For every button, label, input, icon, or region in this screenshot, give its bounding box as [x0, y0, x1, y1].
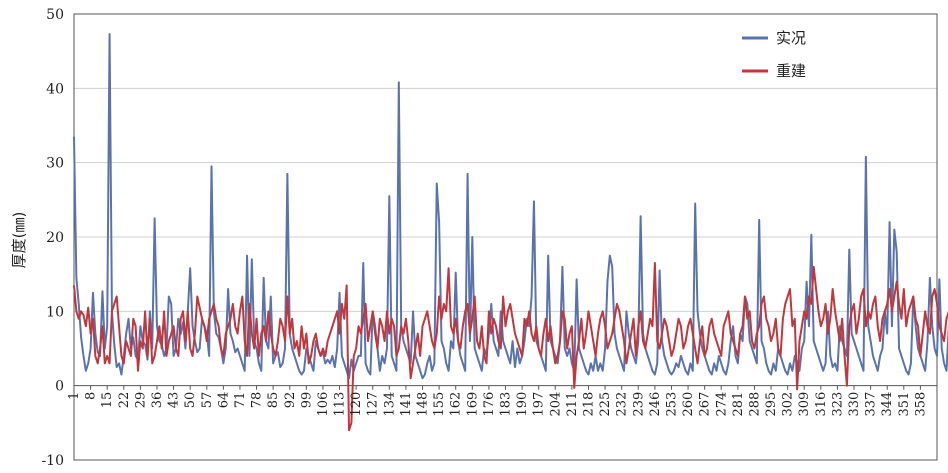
x-tick-label: 43 [167, 392, 182, 409]
y-tick-label: 40 [46, 81, 64, 97]
x-tick-label: 232 [615, 392, 630, 417]
y-tick-label: 50 [46, 7, 64, 23]
plot-frame [73, 13, 938, 461]
x-tick-label: 169 [465, 392, 480, 417]
x-tick-label: 57 [200, 392, 215, 409]
x-tick-label: 211 [565, 392, 580, 417]
legend-label: 重建 [776, 62, 806, 80]
x-tick-label: 302 [781, 392, 796, 417]
x-tick-label: 15 [100, 392, 115, 409]
series-layer [73, 33, 948, 432]
x-tick-label: 246 [648, 392, 663, 417]
x-tick-label: 36 [150, 392, 165, 409]
x-tick-label: 106 [316, 392, 331, 417]
x-tick-label: 148 [416, 392, 431, 417]
x-tick-label: 176 [482, 392, 497, 417]
x-tick-label: 71 [233, 392, 248, 409]
x-tick-label: 330 [847, 392, 862, 417]
x-tick-label: 85 [266, 392, 281, 409]
x-tick-label: 113 [333, 392, 348, 417]
x-tick-label: 8 [84, 392, 99, 400]
x-tick-label: 141 [399, 392, 414, 417]
x-tick-label: 260 [681, 392, 696, 417]
legend-label: 实况 [776, 29, 806, 47]
y-tick-label: 30 [46, 156, 64, 172]
x-tick-label: 99 [299, 392, 314, 409]
x-tick-label: 344 [880, 392, 895, 417]
x-tick-label: 218 [581, 392, 596, 417]
x-tick-label: 239 [631, 392, 646, 417]
x-tick-label: 274 [714, 392, 729, 417]
y-tick-label: -10 [41, 453, 64, 469]
x-tick-label: 127 [366, 392, 381, 417]
x-tick-label: 316 [814, 392, 829, 417]
x-tick-label: 155 [432, 392, 447, 417]
x-tick-label: 183 [499, 392, 514, 417]
x-tick-label: 337 [864, 392, 879, 417]
x-tick-label: 351 [897, 392, 912, 417]
x-tick-label: 1 [67, 392, 82, 400]
x-tick-label: 323 [830, 392, 845, 417]
x-tick-label: 190 [515, 392, 530, 417]
x-tick-label: 29 [133, 392, 148, 409]
x-tick-label: 253 [664, 392, 679, 417]
y-axis-label: 厚度(㎜) [10, 212, 28, 269]
x-tick-label: 204 [548, 392, 563, 417]
y-tick-label: 0 [55, 379, 64, 395]
x-tick-label: 78 [250, 392, 265, 409]
x-tick-label: 134 [382, 392, 397, 417]
x-tick-label: 225 [598, 392, 613, 417]
x-tick-label: 288 [747, 392, 762, 417]
x-tick-label: 309 [797, 392, 812, 417]
y-tick-label: 10 [46, 304, 64, 320]
series-line-1 [73, 33, 948, 380]
gridlines [74, 13, 937, 312]
x-tick-label: 267 [698, 392, 713, 417]
x-tick-label: 92 [283, 392, 298, 409]
x-tick-label: 64 [216, 392, 231, 409]
x-tick-labels: 1 8 15 22 29 36 43 50 57 64 71 78 85 92 99 106 113 120 127… [67, 385, 928, 417]
y-tick-label: 20 [46, 230, 64, 246]
x-tick-label: 50 [183, 392, 198, 409]
x-tick-label: 358 [913, 392, 928, 417]
x-tick-label: 22 [117, 392, 132, 409]
y-tick-labels: -10 0 10 20 30 40 50 [41, 7, 64, 469]
x-tick-label: 162 [449, 392, 464, 417]
series-line-2 [73, 262, 948, 432]
x-tick-label: 197 [532, 392, 547, 417]
x-tick-label: 120 [349, 392, 364, 417]
x-tick-label: 281 [731, 392, 746, 417]
x-tick-label: 295 [764, 392, 779, 417]
